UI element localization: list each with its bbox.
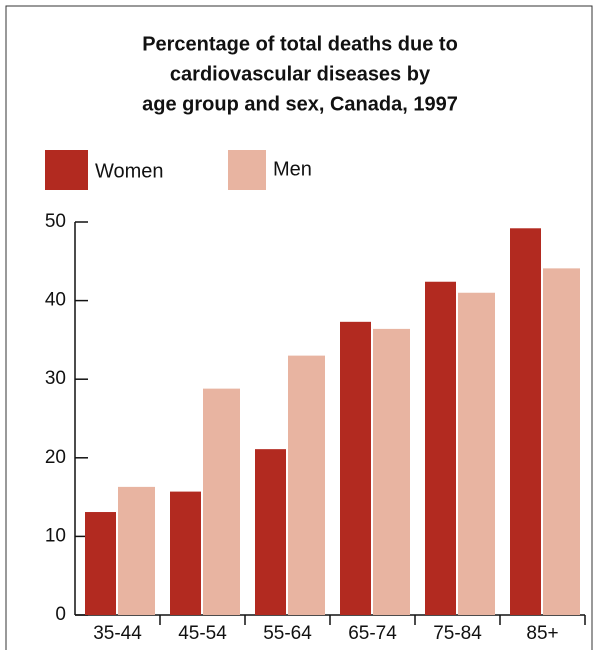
- bar: [118, 486, 155, 615]
- legend-label: Men: [273, 158, 312, 180]
- chart-title: cardiovascular diseases by: [170, 63, 431, 85]
- bar: [203, 388, 240, 615]
- x-tick-label: 85+: [526, 623, 558, 644]
- y-tick-label: 10: [45, 525, 66, 546]
- chart-title: Percentage of total deaths due to: [142, 33, 458, 55]
- y-tick-label: 40: [45, 290, 66, 311]
- chart-title: age group and sex, Canada, 1997: [142, 93, 458, 115]
- bar: [510, 228, 541, 615]
- x-tick-label: 75-84: [433, 623, 482, 644]
- legend-swatch: [228, 150, 266, 190]
- bar: [170, 491, 201, 615]
- x-tick-label: 35-44: [93, 623, 142, 644]
- bar: [543, 268, 580, 615]
- x-tick-label: 65-74: [348, 623, 397, 644]
- y-tick-label: 0: [55, 604, 66, 625]
- bar: [255, 449, 286, 615]
- bar: [288, 355, 325, 615]
- x-tick-label: 45-54: [178, 623, 227, 644]
- frame: [5, 5, 593, 650]
- bar: [458, 292, 495, 615]
- bar: [373, 328, 410, 615]
- legend-swatch: [45, 150, 88, 190]
- y-tick-label: 30: [45, 368, 66, 389]
- x-tick-label: 55-64: [263, 623, 312, 644]
- y-tick-label: 50: [45, 211, 66, 232]
- bar: [85, 512, 116, 615]
- legend-label: Women: [95, 160, 164, 182]
- bar: [340, 321, 371, 615]
- bar: [425, 281, 456, 615]
- y-tick-label: 20: [45, 447, 66, 468]
